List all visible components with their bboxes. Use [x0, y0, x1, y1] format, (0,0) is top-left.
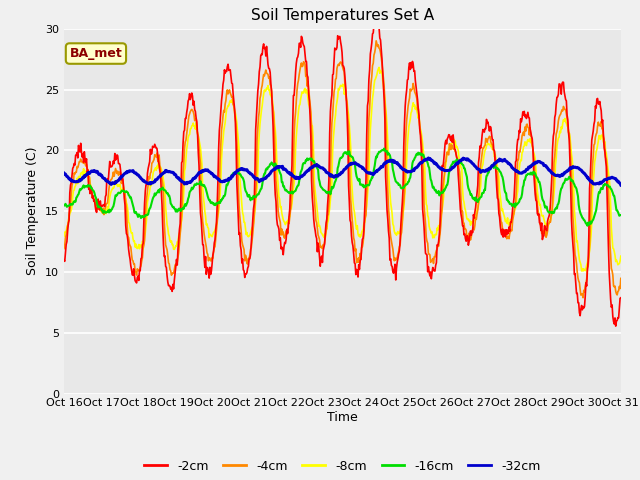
-4cm [228, 95, 236, 100]
-2cm [228, 80, 236, 86]
-32cm [617, 182, 625, 188]
-8cm [60, 233, 68, 239]
-4cm [579, 295, 587, 300]
-32cm [276, 164, 284, 170]
-16cm [401, 183, 408, 189]
-8cm [617, 253, 625, 259]
-4cm [60, 246, 68, 252]
-4cm [617, 276, 625, 281]
-2cm [373, 13, 381, 19]
-32cm [432, 161, 440, 167]
-16cm [584, 223, 591, 228]
-16cm [228, 172, 236, 178]
-8cm [579, 268, 587, 274]
Legend: -2cm, -4cm, -8cm, -16cm, -32cm: -2cm, -4cm, -8cm, -16cm, -32cm [140, 455, 545, 478]
-16cm [60, 202, 68, 208]
-16cm [380, 145, 388, 151]
-4cm [401, 189, 408, 195]
-32cm [125, 168, 133, 174]
-2cm [401, 120, 408, 126]
Line: -8cm: -8cm [64, 67, 621, 271]
Text: BA_met: BA_met [70, 47, 122, 60]
-16cm [276, 170, 284, 176]
-2cm [125, 252, 133, 258]
-8cm [125, 220, 133, 226]
-16cm [617, 212, 625, 218]
-32cm [255, 179, 263, 185]
-2cm [255, 69, 263, 74]
-32cm [60, 170, 68, 176]
Line: -32cm: -32cm [64, 158, 621, 185]
-4cm [255, 108, 263, 114]
-16cm [125, 192, 133, 198]
-2cm [612, 323, 620, 329]
-2cm [617, 295, 625, 300]
X-axis label: Time: Time [327, 411, 358, 424]
-8cm [432, 231, 440, 237]
-8cm [255, 131, 263, 136]
-2cm [276, 235, 284, 241]
-8cm [401, 197, 408, 203]
-16cm [432, 187, 440, 193]
Title: Soil Temperatures Set A: Soil Temperatures Set A [251, 9, 434, 24]
Y-axis label: Soil Temperature (C): Soil Temperature (C) [26, 147, 40, 276]
-32cm [424, 155, 432, 161]
Line: -4cm: -4cm [64, 41, 621, 298]
-8cm [228, 97, 236, 103]
-8cm [375, 64, 383, 70]
-2cm [432, 263, 440, 268]
-32cm [400, 167, 408, 172]
Line: -16cm: -16cm [64, 148, 621, 226]
-2cm [60, 257, 68, 263]
-4cm [432, 250, 440, 256]
-8cm [276, 204, 284, 210]
Line: -2cm: -2cm [64, 16, 621, 326]
-4cm [276, 220, 284, 226]
-4cm [125, 241, 133, 247]
-4cm [372, 38, 380, 44]
-32cm [228, 173, 236, 179]
-16cm [255, 190, 263, 195]
